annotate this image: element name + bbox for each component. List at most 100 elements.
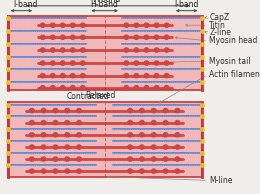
Ellipse shape [50,48,55,52]
Ellipse shape [134,74,139,78]
Ellipse shape [70,35,75,39]
Ellipse shape [128,169,132,173]
Ellipse shape [41,120,46,125]
Ellipse shape [30,120,34,125]
Text: Actin filament: Actin filament [209,70,260,79]
Ellipse shape [80,48,85,52]
Text: A-band: A-band [94,0,121,4]
Ellipse shape [124,35,129,39]
Ellipse shape [164,23,169,27]
Ellipse shape [140,145,144,149]
Point [6,163,10,166]
Text: H-band: H-band [90,0,118,9]
Ellipse shape [77,145,81,149]
Ellipse shape [134,23,139,27]
Text: Contracted: Contracted [67,92,110,100]
Ellipse shape [53,133,58,137]
Point [199,103,204,106]
Ellipse shape [40,35,45,39]
Ellipse shape [60,48,65,52]
Ellipse shape [154,74,159,78]
Ellipse shape [65,145,70,149]
Ellipse shape [144,23,149,27]
Point [199,29,204,33]
Ellipse shape [41,169,46,173]
Text: CapZ: CapZ [209,13,229,22]
Point [199,42,204,45]
Ellipse shape [144,61,149,65]
Ellipse shape [154,61,159,65]
Ellipse shape [134,86,139,90]
Ellipse shape [154,48,159,52]
Point [199,139,204,143]
Text: Z-line: Z-line [209,28,231,37]
Ellipse shape [30,157,34,161]
Ellipse shape [70,74,75,78]
Ellipse shape [151,145,156,149]
Ellipse shape [41,108,46,113]
Ellipse shape [140,157,144,161]
Ellipse shape [151,157,156,161]
Point [6,67,10,70]
Ellipse shape [40,23,45,27]
Ellipse shape [175,169,180,173]
Ellipse shape [140,120,144,125]
Ellipse shape [30,169,34,173]
Ellipse shape [175,145,180,149]
Ellipse shape [164,35,169,39]
Point [199,80,204,83]
Ellipse shape [50,35,55,39]
Ellipse shape [60,86,65,90]
Text: Titin: Titin [209,21,226,30]
Ellipse shape [154,86,159,90]
Point [6,29,10,33]
Ellipse shape [53,108,58,113]
Ellipse shape [60,23,65,27]
Ellipse shape [77,108,81,113]
Text: M-line: M-line [209,176,233,185]
Point [199,127,204,130]
Ellipse shape [80,23,85,27]
Point [199,163,204,166]
Bar [8,16,202,90]
Ellipse shape [53,169,58,173]
Ellipse shape [124,61,129,65]
Ellipse shape [175,157,180,161]
Point [6,103,10,106]
Ellipse shape [140,169,144,173]
Ellipse shape [151,120,156,125]
Ellipse shape [65,169,70,173]
Ellipse shape [154,35,159,39]
Ellipse shape [134,48,139,52]
Ellipse shape [65,157,70,161]
Point [6,42,10,45]
Ellipse shape [151,108,156,113]
Ellipse shape [77,169,81,173]
Text: I-band: I-band [13,0,37,9]
Ellipse shape [140,133,144,137]
Ellipse shape [175,120,180,125]
Ellipse shape [144,86,149,90]
Ellipse shape [151,169,156,173]
Ellipse shape [53,157,58,161]
Ellipse shape [60,35,65,39]
Ellipse shape [134,35,139,39]
Ellipse shape [124,48,129,52]
Ellipse shape [70,61,75,65]
Ellipse shape [41,157,46,161]
Ellipse shape [53,145,58,149]
Ellipse shape [50,86,55,90]
Text: Relaxed: Relaxed [85,91,115,100]
Ellipse shape [163,120,168,125]
Ellipse shape [164,61,169,65]
Point [6,80,10,83]
Ellipse shape [80,61,85,65]
Ellipse shape [40,74,45,78]
Ellipse shape [163,157,168,161]
Ellipse shape [60,74,65,78]
Ellipse shape [65,120,70,125]
Point [6,127,10,130]
Ellipse shape [40,86,45,90]
Ellipse shape [163,169,168,173]
Ellipse shape [175,108,180,113]
